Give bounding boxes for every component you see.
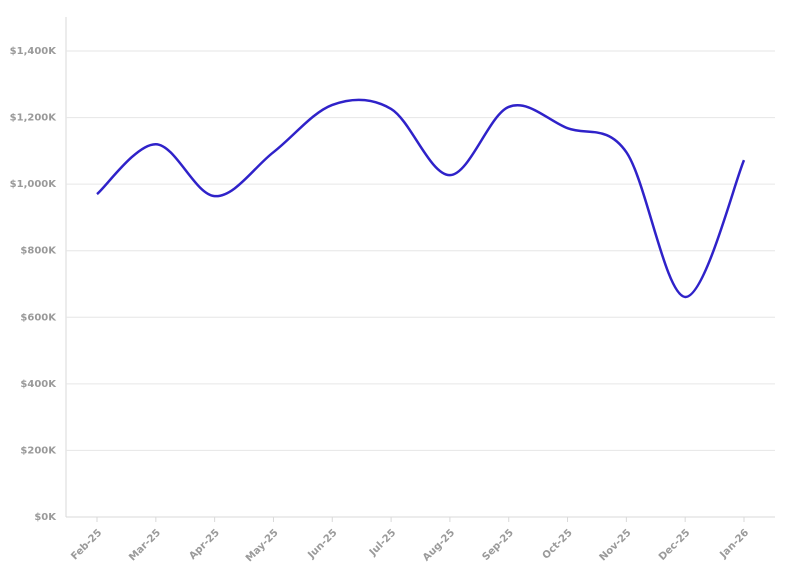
y-tick-label: $1,000K <box>10 179 58 190</box>
x-tick-label: Aug-25 <box>421 527 457 563</box>
x-tick-label: Jul-25 <box>367 527 398 558</box>
x-tick-label: Jan-26 <box>718 527 752 561</box>
y-tick-label: $1,400K <box>10 46 58 57</box>
x-tick-label: Oct-25 <box>541 527 575 561</box>
x-tick-label: Jun-25 <box>306 527 340 561</box>
y-tick-label: $1,200K <box>10 113 58 124</box>
y-tick-label: $800K <box>20 246 57 257</box>
y-tick-label: $200K <box>20 445 57 456</box>
x-tick-label: Dec-25 <box>657 527 692 562</box>
x-tick-label: Feb-25 <box>69 527 104 562</box>
x-tick-label: Apr-25 <box>187 527 222 562</box>
x-tick-label: May-25 <box>244 527 281 564</box>
y-tick-label: $600K <box>20 312 57 323</box>
x-tick-label: Sep-25 <box>480 527 516 563</box>
x-tick-label: Mar-25 <box>127 527 163 563</box>
y-tick-label: $0K <box>34 512 57 523</box>
y-tick-label: $400K <box>20 379 57 390</box>
x-tick-label: Nov-25 <box>598 527 634 563</box>
line <box>96 98 746 299</box>
